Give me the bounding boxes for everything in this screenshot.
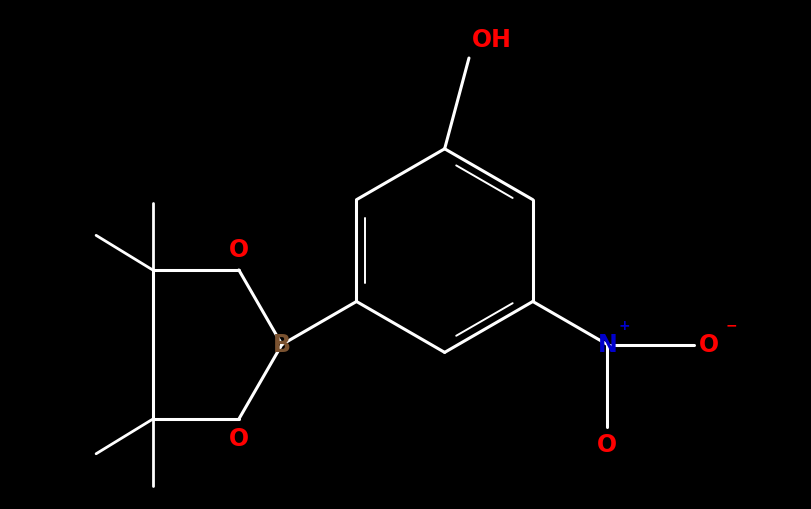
Text: O: O (229, 238, 249, 262)
Text: B: B (272, 332, 291, 356)
Text: N: N (598, 332, 617, 356)
Text: O: O (598, 433, 617, 457)
Text: O: O (699, 332, 719, 356)
Text: +: + (619, 319, 630, 333)
Text: OH: OH (472, 28, 512, 52)
Text: O: O (229, 427, 249, 451)
Text: −: − (725, 318, 737, 332)
